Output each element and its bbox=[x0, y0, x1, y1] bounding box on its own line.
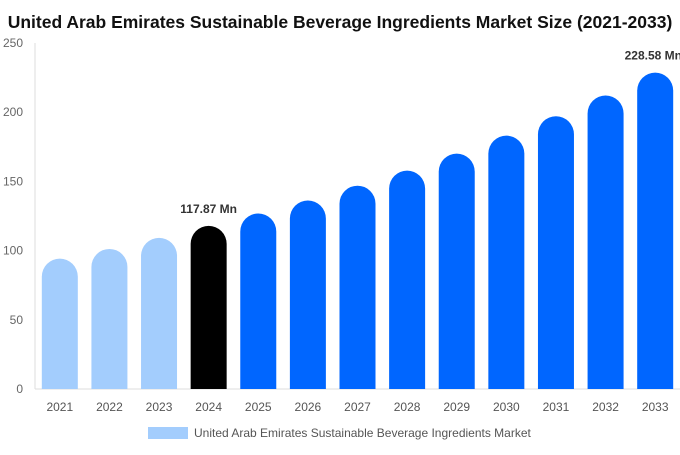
x-tick-label: 2021 bbox=[46, 400, 73, 414]
y-tick-label: 200 bbox=[3, 105, 23, 119]
legend-swatch bbox=[148, 427, 188, 439]
x-tick-label: 2033 bbox=[642, 400, 669, 414]
bar-2023 bbox=[141, 237, 178, 389]
x-tick-label: 2024 bbox=[195, 400, 222, 414]
bar-2021 bbox=[41, 258, 78, 389]
data-label: 117.87 Mn bbox=[180, 202, 237, 216]
bar-2029 bbox=[438, 153, 475, 389]
bar-2027 bbox=[339, 185, 376, 389]
x-tick-label: 2025 bbox=[245, 400, 272, 414]
bar-2024 bbox=[190, 225, 227, 389]
bar-2032 bbox=[587, 95, 624, 389]
x-tick-label: 2029 bbox=[443, 400, 470, 414]
bar-2033 bbox=[637, 72, 674, 389]
x-tick-label: 2022 bbox=[96, 400, 123, 414]
legend: United Arab Emirates Sustainable Beverag… bbox=[148, 426, 532, 440]
x-tick-label: 2028 bbox=[394, 400, 421, 414]
x-tick-label: 2030 bbox=[493, 400, 520, 414]
legend-label: United Arab Emirates Sustainable Beverag… bbox=[194, 426, 532, 440]
x-tick-label: 2031 bbox=[543, 400, 570, 414]
bar-2031 bbox=[537, 116, 574, 389]
y-tick-label: 150 bbox=[3, 174, 23, 188]
bar-2022 bbox=[91, 248, 128, 389]
x-tick-label: 2027 bbox=[344, 400, 371, 414]
bar-2026 bbox=[289, 200, 326, 389]
y-tick-label: 0 bbox=[16, 382, 23, 396]
bar-2030 bbox=[488, 135, 525, 389]
chart-title: United Arab Emirates Sustainable Beverag… bbox=[8, 12, 673, 32]
x-tick-label: 2023 bbox=[146, 400, 173, 414]
x-tick-label: 2026 bbox=[295, 400, 322, 414]
data-label: 228.58 Mn bbox=[625, 49, 680, 63]
y-tick-label: 100 bbox=[3, 244, 23, 258]
bar-2028 bbox=[389, 170, 426, 389]
bar-2025 bbox=[240, 213, 277, 389]
x-tick-label: 2032 bbox=[592, 400, 619, 414]
y-tick-label: 250 bbox=[3, 36, 23, 50]
y-tick-label: 50 bbox=[10, 313, 24, 327]
